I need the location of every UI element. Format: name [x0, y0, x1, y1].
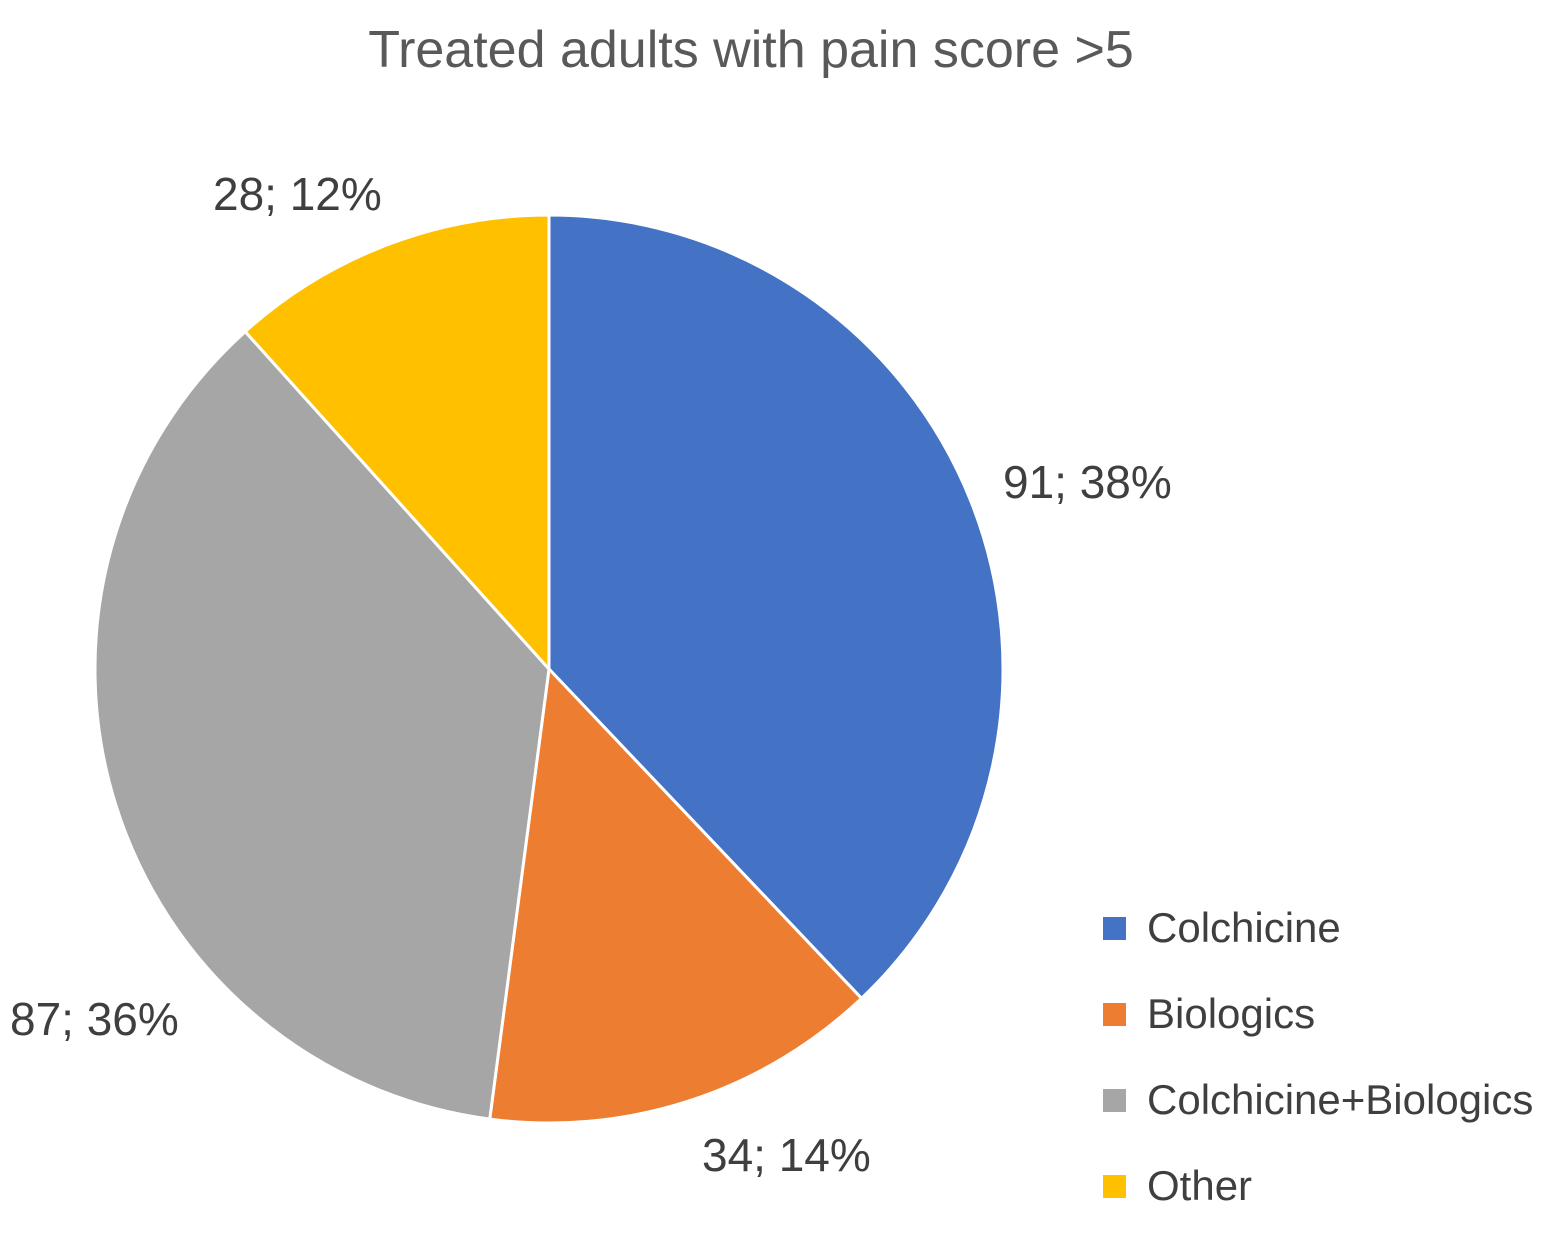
pie-slice-other [243, 213, 551, 671]
legend: Colchicine Biologics Colchicine+Biologics O… [1103, 906, 1533, 1250]
legend-swatch-biologics [1103, 1002, 1126, 1026]
legend-item-biologics: Biologics [1103, 992, 1533, 1036]
data-label-biologics: 34; 14% [702, 1129, 871, 1181]
data-label-colchicine: 91; 38% [1003, 456, 1172, 508]
legend-label-colchicine: Colchicine [1147, 904, 1341, 951]
pie-slice-biologics [488, 667, 864, 1125]
pie-slice-colchicine [547, 213, 1005, 1000]
legend-item-other: Other [1103, 1164, 1533, 1208]
data-label-other: 28; 12% [213, 168, 382, 220]
data-label-colchicine-biologics: 87; 36% [10, 993, 179, 1045]
legend-item-colchicine-biologics: Colchicine+Biologics [1103, 1078, 1533, 1122]
legend-swatch-other [1103, 1174, 1126, 1198]
chart-area: Treated adults with pain score >5 91; 38… [10, 21, 1534, 1207]
pie-chart [93, 213, 1005, 1125]
legend-label-other: Other [1147, 1162, 1253, 1209]
pie-slice-colchicine-biologics [93, 330, 551, 1121]
legend-label-colchicine-biologics: Colchicine+Biologics [1147, 1076, 1534, 1123]
chart-title: Treated adults with pain score >5 [368, 21, 1134, 79]
legend-item-colchicine: Colchicine [1103, 906, 1533, 950]
legend-swatch-colchicine [1103, 916, 1126, 940]
legend-swatch-colchicine-biologics [1103, 1088, 1126, 1112]
legend-label-biologics: Biologics [1147, 990, 1316, 1037]
